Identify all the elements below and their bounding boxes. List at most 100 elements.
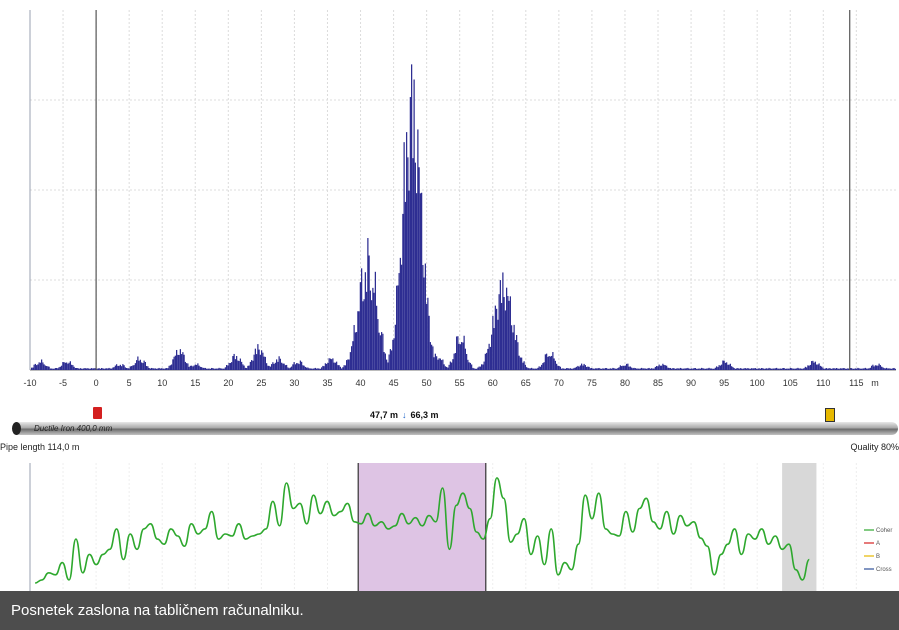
histogram-bar bbox=[321, 367, 323, 370]
histogram-bar bbox=[401, 264, 403, 370]
histogram-bar bbox=[702, 368, 704, 370]
histogram-bar bbox=[846, 368, 848, 370]
histogram-bar bbox=[151, 367, 153, 370]
histogram-bar bbox=[253, 354, 255, 370]
x-tick-label: 5 bbox=[127, 378, 132, 388]
histogram-bar bbox=[242, 364, 244, 370]
histogram-bar bbox=[129, 366, 131, 370]
histogram-bar bbox=[73, 366, 75, 370]
histogram-bar bbox=[378, 332, 380, 370]
histogram-bar bbox=[871, 365, 873, 370]
histogram-bar bbox=[681, 368, 683, 370]
histogram-bar bbox=[769, 368, 771, 370]
histogram-bar bbox=[454, 353, 456, 370]
histogram-bar bbox=[437, 359, 439, 370]
histogram-bar bbox=[394, 324, 396, 370]
histogram-bar bbox=[447, 367, 449, 370]
histogram-bar bbox=[84, 368, 86, 370]
histogram-bar bbox=[228, 362, 230, 370]
histogram-bar bbox=[102, 368, 104, 370]
histogram-bar bbox=[758, 368, 760, 370]
histogram-bar bbox=[398, 273, 400, 370]
histogram-bar bbox=[436, 356, 438, 370]
sensor-b-flag[interactable] bbox=[825, 408, 835, 422]
histogram-bar bbox=[246, 368, 248, 370]
histogram-bar bbox=[337, 365, 339, 370]
histogram-bar bbox=[384, 353, 386, 370]
histogram-bar bbox=[366, 291, 368, 370]
histogram-bar bbox=[339, 366, 341, 370]
histogram-bar bbox=[213, 368, 215, 370]
histogram-bar bbox=[416, 193, 418, 370]
histogram-bar bbox=[327, 362, 329, 370]
histogram-bar bbox=[659, 365, 661, 370]
histogram-bar bbox=[849, 368, 851, 370]
histogram-bar bbox=[891, 368, 893, 370]
histogram-bar bbox=[539, 366, 541, 370]
histogram-bar bbox=[111, 368, 113, 370]
histogram-bar bbox=[808, 365, 810, 370]
histogram-bar bbox=[541, 364, 543, 370]
histogram-bar bbox=[739, 368, 741, 370]
histogram-bar bbox=[313, 368, 315, 370]
leak-histogram-chart: -10 -5 0 5 10 15 20 25 30 35 40 45 50 55 60 65 70 75 80 85 9… bbox=[23, 10, 896, 388]
histogram-bar bbox=[577, 365, 579, 370]
histogram-bar bbox=[609, 368, 611, 370]
histogram-bar bbox=[796, 368, 798, 370]
histogram-bar bbox=[181, 354, 183, 370]
legend-item: Coher bbox=[876, 528, 892, 534]
histogram-bar bbox=[688, 368, 690, 370]
histogram-bar bbox=[252, 360, 254, 370]
histogram-bar bbox=[367, 238, 369, 370]
histogram-bar bbox=[851, 368, 853, 370]
histogram-bar bbox=[324, 363, 326, 370]
histogram-bar bbox=[127, 368, 129, 370]
histogram-bar bbox=[514, 340, 516, 370]
histogram-bar bbox=[342, 367, 344, 370]
histogram-bar bbox=[641, 367, 643, 370]
histogram-bar bbox=[194, 364, 196, 370]
histogram-bar bbox=[101, 367, 103, 370]
histogram-bar bbox=[184, 361, 186, 370]
histogram-bar bbox=[481, 364, 483, 370]
histogram-bar bbox=[448, 364, 450, 370]
histogram-bar bbox=[718, 365, 720, 370]
histogram-bar bbox=[421, 192, 423, 370]
histogram-bar bbox=[258, 349, 260, 370]
histogram-bar bbox=[747, 368, 749, 370]
sensor-a-flag[interactable] bbox=[93, 407, 102, 419]
histogram-bar bbox=[469, 362, 471, 370]
histogram-bar bbox=[634, 368, 636, 370]
histogram-bar bbox=[686, 368, 688, 370]
histogram-bar bbox=[58, 367, 60, 370]
histogram-bar bbox=[459, 344, 461, 370]
histogram-bar bbox=[413, 79, 415, 370]
histogram-bar bbox=[467, 359, 469, 370]
histogram-bar bbox=[791, 368, 793, 370]
histogram-bar bbox=[727, 364, 729, 370]
histogram-bar bbox=[138, 360, 140, 370]
histogram-bar bbox=[588, 366, 590, 370]
histogram-bar bbox=[537, 367, 539, 370]
histogram-bar bbox=[319, 368, 321, 370]
histogram-bar bbox=[69, 361, 71, 370]
histogram-bar bbox=[526, 367, 528, 370]
histogram-bar bbox=[723, 360, 725, 370]
histogram-bar bbox=[82, 368, 84, 370]
leak-pin-icon[interactable]: ↓ bbox=[402, 410, 407, 420]
histogram-bar bbox=[336, 361, 338, 370]
histogram-bar bbox=[422, 265, 424, 370]
histogram-bar bbox=[559, 366, 561, 370]
histogram-bar bbox=[109, 368, 111, 370]
x-tick-label: 55 bbox=[455, 378, 465, 388]
histogram-bar bbox=[479, 366, 481, 370]
histogram-bar bbox=[57, 368, 59, 370]
histogram-bar bbox=[657, 366, 659, 370]
caption-bar: Posnetek zaslona na tabličnem računalnik… bbox=[0, 591, 899, 630]
histogram-bar bbox=[538, 366, 540, 370]
histogram-bar bbox=[287, 367, 289, 370]
histogram-bar bbox=[616, 368, 618, 370]
histogram-bar bbox=[606, 368, 608, 370]
histogram-bar bbox=[237, 360, 239, 370]
histogram-bar bbox=[827, 368, 829, 370]
